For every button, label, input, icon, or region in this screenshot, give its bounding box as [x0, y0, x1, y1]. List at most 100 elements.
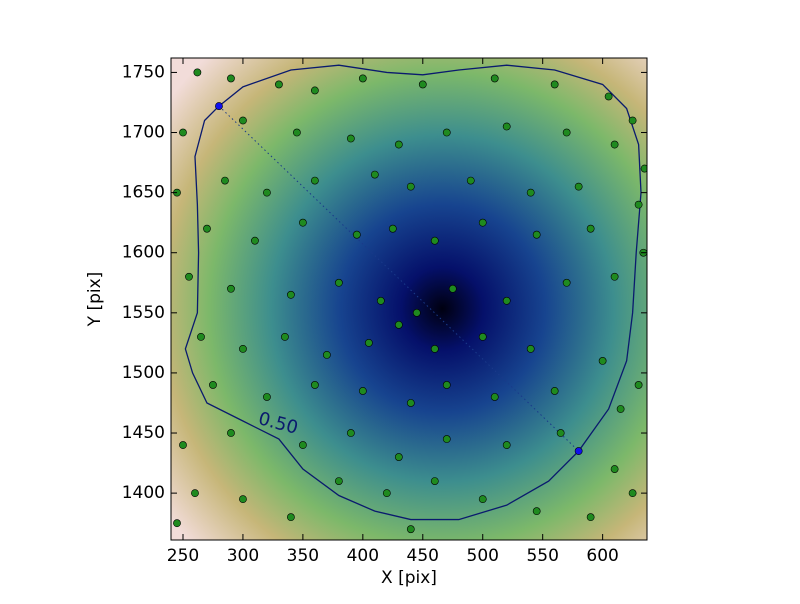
point [179, 441, 187, 449]
point [406, 399, 415, 407]
x-tick-label: 550 [526, 546, 558, 566]
point [562, 128, 571, 137]
point [376, 296, 385, 305]
point [322, 350, 331, 359]
point [442, 435, 451, 443]
point [610, 272, 619, 281]
point [334, 477, 343, 486]
point [430, 477, 439, 486]
y-tick-label: 1500 [122, 363, 165, 383]
y-tick-label: 1750 [122, 62, 165, 82]
point [616, 405, 625, 413]
point [502, 296, 511, 305]
point [490, 74, 499, 83]
point [239, 495, 247, 504]
connector [218, 105, 580, 452]
contour-line [184, 64, 642, 521]
point [640, 164, 647, 173]
point [346, 134, 355, 143]
point [292, 128, 301, 137]
point [364, 338, 373, 347]
point [209, 381, 217, 389]
point [358, 387, 367, 395]
point [275, 80, 283, 89]
x-tick-label: 600 [586, 546, 618, 566]
point [430, 236, 439, 245]
y-axis-label: Y [pix] [85, 272, 105, 328]
x-tick-label: 350 [287, 546, 319, 566]
point [406, 525, 415, 534]
point [298, 441, 307, 449]
point [556, 429, 565, 437]
y-tick-label: 1600 [122, 243, 165, 263]
point [251, 236, 259, 245]
point [197, 332, 205, 341]
point [215, 102, 223, 110]
point [239, 116, 247, 125]
point [394, 320, 403, 329]
point [478, 218, 487, 227]
point [532, 507, 541, 516]
point [286, 513, 295, 522]
x-tick-label: 450 [407, 546, 439, 566]
point [227, 284, 235, 293]
x-tick-label: 250 [167, 546, 199, 566]
point [221, 176, 229, 185]
point [550, 80, 559, 89]
point [634, 381, 643, 389]
point [298, 218, 307, 227]
point [388, 224, 397, 233]
point [227, 74, 235, 83]
x-tick-label: 400 [347, 546, 379, 566]
point [442, 128, 451, 137]
point [394, 453, 403, 461]
y-tick-label: 1450 [122, 423, 165, 443]
point [442, 381, 451, 389]
x-axis-label: X [pix] [381, 568, 437, 588]
point [466, 176, 475, 185]
y-tick-label: 1650 [122, 183, 165, 203]
point [532, 230, 541, 239]
point [179, 128, 187, 137]
point [191, 489, 199, 498]
point [586, 224, 595, 233]
point [263, 393, 271, 401]
point [346, 429, 355, 437]
point [382, 489, 391, 498]
point [502, 441, 511, 449]
point [412, 308, 421, 317]
point [562, 278, 571, 287]
point [490, 393, 499, 401]
point [634, 200, 643, 209]
point [310, 381, 319, 389]
point [574, 182, 583, 191]
y-tick-label: 1400 [122, 483, 165, 503]
plot-area [173, 64, 647, 534]
point [502, 122, 511, 131]
density-map [171, 58, 647, 540]
point [478, 332, 487, 341]
x-tick-label: 300 [227, 546, 259, 566]
point [358, 74, 367, 83]
point [394, 140, 403, 149]
point [628, 489, 637, 498]
point [334, 278, 343, 287]
point [610, 465, 619, 473]
point [574, 447, 583, 455]
y-tick-label: 1550 [122, 303, 165, 323]
point [526, 344, 535, 353]
point [310, 176, 319, 185]
point [310, 86, 319, 95]
point [286, 290, 295, 299]
y-tick-label: 1700 [122, 123, 165, 143]
point [227, 429, 235, 437]
point [430, 344, 439, 353]
point [193, 68, 202, 77]
point [598, 357, 607, 365]
point [239, 344, 247, 353]
point [610, 140, 619, 149]
point [263, 188, 271, 197]
point [604, 92, 613, 101]
point [550, 387, 559, 395]
